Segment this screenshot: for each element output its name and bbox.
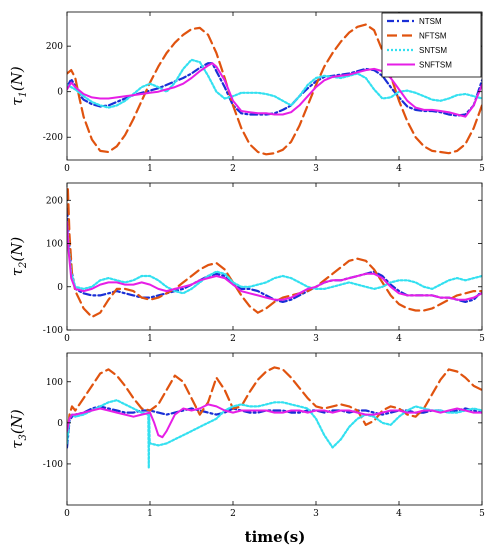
y-tick-label: 0 [57, 283, 63, 293]
y-tick-label: -200 [43, 133, 63, 143]
series-line-nftsm [67, 23, 482, 156]
series-line-snftsm [67, 62, 482, 118]
panel-tau1: 0 1 2 3 4 5 200 0 -200 τ1(N) NTSM NFTSM SNTSM SNFTSM [8, 11, 485, 174]
x-tick-label: 0 [64, 164, 70, 174]
y-axis-label: τ2(N) [8, 237, 29, 277]
series-line-ntsm [67, 207, 482, 303]
x-tick-label: 3 [313, 334, 319, 344]
x-tick-label: 1 [147, 509, 153, 519]
x-tick-label: 1 [147, 334, 153, 344]
x-tick-label: 3 [313, 164, 319, 174]
y-tick-label: 200 [46, 42, 63, 52]
x-tick-label: 3 [313, 509, 319, 519]
y-tick-label: 200 [46, 196, 63, 206]
y-tick-label: 100 [46, 378, 63, 388]
series-line-snftsm [67, 220, 482, 301]
axes-frame [66, 182, 483, 331]
legend-box [381, 12, 482, 78]
x-tick-label: 0 [64, 509, 70, 519]
legend-label-snftsm: SNFTSM [419, 61, 452, 70]
x-tick-label: 2 [230, 164, 236, 174]
x-tick-label: 4 [396, 334, 402, 344]
x-tick-label: 2 [230, 509, 236, 519]
x-tick-label: 5 [479, 334, 485, 344]
x-tick-label: 4 [396, 509, 402, 519]
series-line-ntsm [67, 62, 482, 117]
panel-tau3: 0 1 2 3 4 5 100 0 -100 τ3(N) [8, 352, 485, 519]
y-tick-label: 100 [46, 240, 63, 250]
y-tick-label: 0 [57, 419, 63, 429]
series-line-nftsm [67, 366, 482, 441]
legend-label-ntsm: NTSM [419, 17, 442, 26]
y-axis-label: τ1(N) [8, 66, 29, 106]
y-axis-label: τ3(N) [8, 409, 29, 449]
axes-frame [66, 352, 483, 506]
x-axis-label: time(s) [245, 528, 306, 546]
x-tick-label: 2 [230, 334, 236, 344]
x-tick-label: 1 [147, 164, 153, 174]
series-line-sntsm [67, 220, 482, 295]
series-line-sntsm [67, 58, 482, 109]
series-line-nftsm [67, 186, 482, 319]
legend-label-sntsm: SNTSM [419, 46, 447, 55]
y-tick-label: -100 [43, 460, 63, 470]
x-tick-label: 5 [479, 164, 485, 174]
x-tick-label: 4 [396, 164, 402, 174]
x-tick-label: 5 [479, 509, 485, 519]
series-line-snftsm [67, 403, 482, 439]
axes-frame [66, 11, 483, 161]
x-tick-label: 0 [64, 334, 70, 344]
y-tick-label: -100 [43, 326, 63, 336]
legend-label-nftsm: NFTSM [419, 32, 447, 41]
y-tick-label: 0 [57, 88, 63, 98]
